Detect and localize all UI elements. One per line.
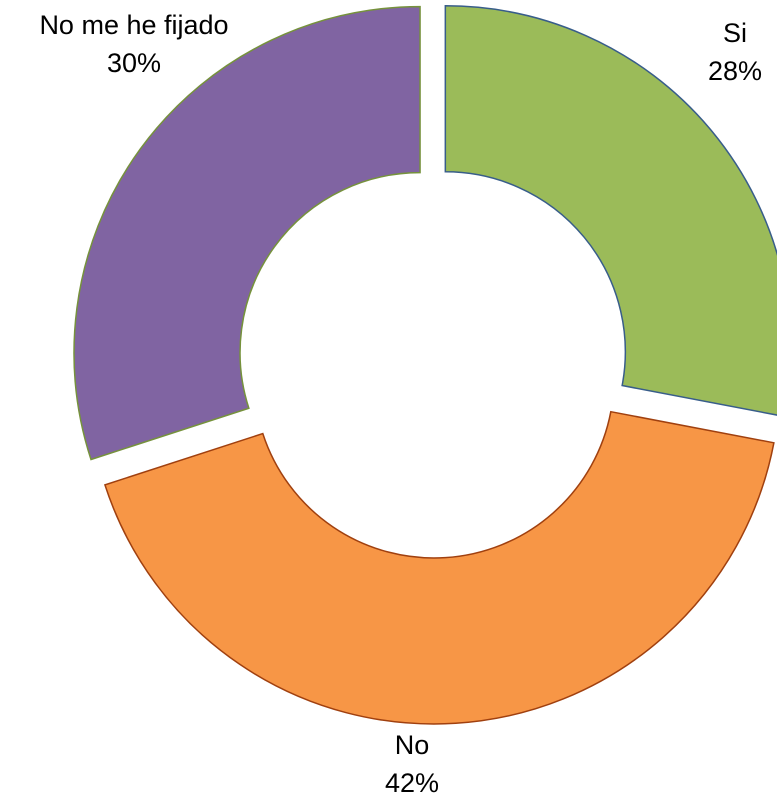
data-label-si: Si 28% xyxy=(695,14,775,90)
data-label-no: No 42% xyxy=(362,726,462,802)
data-label-si-value: 28% xyxy=(707,56,763,86)
slices-group xyxy=(73,5,777,725)
slice-no-me-he-fijado xyxy=(73,5,421,461)
slice-si xyxy=(444,5,777,416)
data-label-no-me-he-fijado-value: 30% xyxy=(106,48,162,78)
data-label-no-value: 42% xyxy=(384,768,440,798)
data-label-si-name: Si xyxy=(722,18,747,48)
data-label-no-name: No xyxy=(394,730,430,760)
slice-no xyxy=(103,410,775,725)
data-label-no-me-he-fijado-name: No me he fijado xyxy=(39,10,229,40)
data-label-no-me-he-fijado: No me he fijado 30% xyxy=(0,6,268,82)
